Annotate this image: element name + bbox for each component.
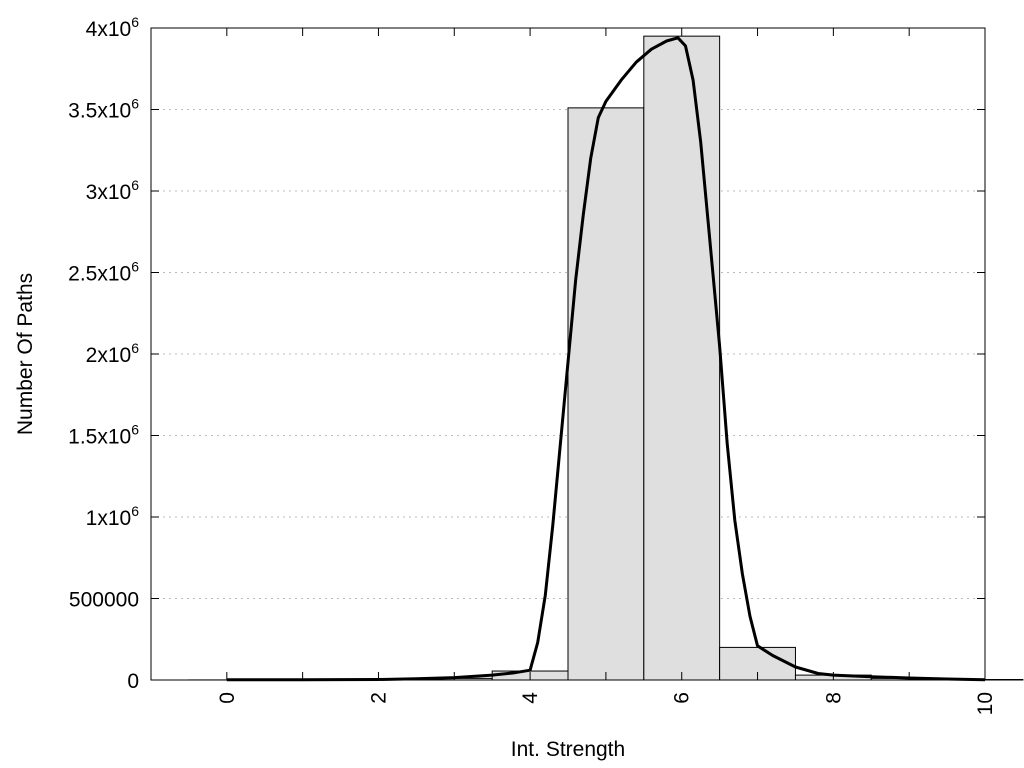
x-tick-label-4: 8 xyxy=(822,692,845,704)
y-tick-label-8: 4x106 xyxy=(86,14,140,41)
x-axis-tick-labels: 0 2 4 6 8 10 xyxy=(216,692,997,716)
fit-curve xyxy=(226,36,986,682)
y-tick-label-0: 0 xyxy=(127,670,139,693)
y-tick-label-5: 2.5x106 xyxy=(68,259,139,286)
y-axis-tick-labels: 0 500000 1x106 1.5x106 2x106 2.5x106 3x106 3.5x… xyxy=(68,14,139,693)
y-tick-label-7: 3.5x106 xyxy=(68,96,139,123)
y-tick-label-1: 500000 xyxy=(69,589,139,612)
x-tick-label-2: 4 xyxy=(519,692,542,704)
histogram-bars xyxy=(188,35,1024,681)
x-tick-label-3: 6 xyxy=(671,692,694,704)
bar-5 xyxy=(567,107,645,681)
y-axis-title: Number Of Paths xyxy=(14,273,37,435)
y-tick-label-3: 1.5x106 xyxy=(68,422,139,449)
x-tick-label-0: 0 xyxy=(216,692,239,704)
y-tick-label-6: 3x106 xyxy=(86,177,140,204)
grid-lines xyxy=(151,109,985,599)
x-tick-label-5: 10 xyxy=(974,692,997,715)
y-tick-label-4: 2x106 xyxy=(86,340,140,367)
y-tick-label-2: 1x106 xyxy=(86,503,140,530)
fit-curve-line xyxy=(226,36,986,682)
x-axis-title: Int. Strength xyxy=(511,738,625,761)
bar-6 xyxy=(643,35,721,681)
axis-ticks xyxy=(150,27,986,681)
x-tick-label-1: 2 xyxy=(367,692,390,704)
